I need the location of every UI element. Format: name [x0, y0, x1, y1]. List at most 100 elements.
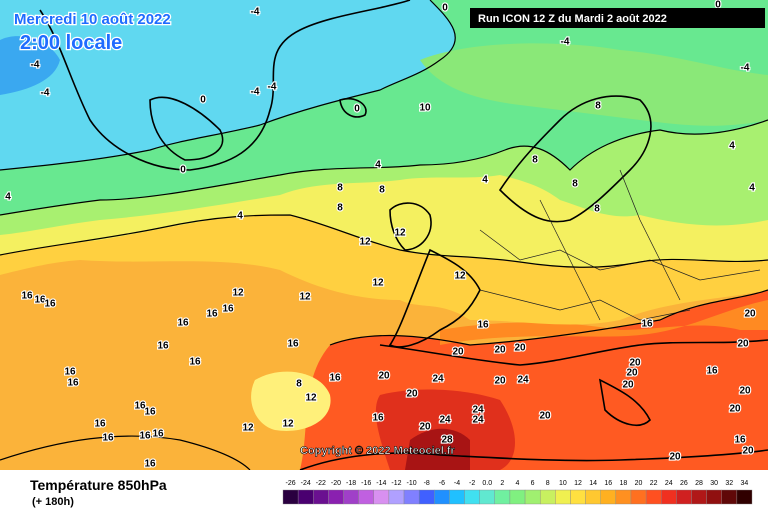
- contour-label: 16: [34, 295, 46, 306]
- contour-label: 24: [472, 405, 484, 416]
- color-swatch: [313, 489, 329, 505]
- contour-label: 24: [439, 415, 451, 426]
- contour-label: 20: [406, 389, 418, 400]
- contour-label: 16: [477, 320, 489, 331]
- contour-label: 12: [282, 419, 294, 430]
- contour-label: -4: [561, 37, 570, 48]
- forecast-range: (+ 180h): [32, 496, 74, 508]
- coastlines: [39, 0, 768, 471]
- contour-label: 20: [452, 347, 464, 358]
- scale-label: 14: [589, 480, 597, 487]
- color-swatch: [630, 489, 647, 505]
- color-swatch: [509, 489, 526, 505]
- scale-label: -18: [346, 480, 356, 487]
- scale-label: -20: [331, 480, 341, 487]
- scale-label: 28: [695, 480, 703, 487]
- contour-label: 4: [237, 211, 243, 222]
- scale-label: 22: [650, 480, 658, 487]
- scale-label: -12: [391, 480, 401, 487]
- field-title: Température 850hPa: [30, 477, 167, 493]
- contour-label: 8: [572, 179, 578, 190]
- temperature-field: [0, 0, 768, 470]
- color-scale: -26 -24 -22 -20 -18 -16 -14 -12 -10 -8 -6 -4 -2 0.0 2 4…: [282, 480, 753, 505]
- contour-label: 12: [394, 228, 406, 239]
- contour-label: 20: [737, 339, 749, 350]
- scale-label: -2: [469, 480, 475, 487]
- scale-label: -6: [439, 480, 445, 487]
- borders: [479, 169, 761, 321]
- contour-label: -4: [251, 87, 260, 98]
- color-swatch: [418, 489, 435, 505]
- contour-label: 20: [729, 404, 741, 415]
- color-swatch: [555, 489, 571, 505]
- contour-label: 16: [329, 373, 341, 384]
- color-swatch: [570, 489, 586, 505]
- map-time: 2:00 locale: [20, 32, 122, 54]
- contour-label: 20: [419, 422, 431, 433]
- color-swatch: [494, 489, 511, 505]
- contour-label: 16: [139, 431, 151, 442]
- contour-label: -4: [251, 7, 260, 18]
- scale-label: 12: [574, 480, 582, 487]
- contour-label: 16: [177, 318, 189, 329]
- color-swatch: [600, 489, 617, 505]
- contour-label: 16: [134, 401, 146, 412]
- contour-label: 4: [375, 160, 381, 171]
- contour-label: -4: [741, 63, 750, 74]
- contour-label: 8: [532, 155, 538, 166]
- contour-label: 16: [44, 299, 56, 310]
- contour-label: 12: [359, 237, 371, 248]
- color-swatch: [328, 489, 344, 505]
- scale-label: 10: [559, 480, 567, 487]
- copyright: Copyright © 2022 Meteociel.fr: [300, 445, 456, 457]
- scale-label: -8: [424, 480, 430, 487]
- contour-label: 8: [595, 101, 601, 112]
- color-swatch: [343, 489, 359, 505]
- contour-label: 16: [222, 304, 234, 315]
- contour-label: 16: [94, 419, 106, 430]
- contour-label: 10: [419, 103, 431, 114]
- color-swatch: [403, 489, 420, 505]
- contour-label: 0: [200, 95, 206, 106]
- contour-label: 8: [337, 203, 343, 214]
- scale-label: 34: [741, 480, 749, 487]
- scale-label: -14: [376, 480, 386, 487]
- contour-label: -4: [268, 82, 277, 93]
- contour-label: 20: [744, 309, 756, 320]
- contour-label: 8: [594, 204, 600, 215]
- contour-label: 16: [706, 366, 718, 377]
- color-swatch: [524, 489, 541, 505]
- contour-label: 16: [189, 357, 201, 368]
- contour-label: 28: [441, 435, 453, 446]
- color-swatch: [691, 489, 707, 505]
- contour-label: 16: [734, 435, 746, 446]
- contour-label: 12: [372, 278, 384, 289]
- contour-label: 20: [514, 343, 526, 354]
- contour-label: 20: [378, 371, 390, 382]
- color-swatch: [645, 489, 662, 505]
- color-swatch: [282, 489, 299, 505]
- contour-label: 16: [152, 429, 164, 440]
- contour-label: 20: [739, 386, 751, 397]
- color-swatch: [615, 489, 632, 505]
- contour-label: 16: [67, 378, 79, 389]
- scale-label: -22: [316, 480, 326, 487]
- scale-label: 24: [665, 480, 673, 487]
- contour-label: 8: [337, 183, 343, 194]
- scale-label: -16: [361, 480, 371, 487]
- color-swatch: [464, 489, 480, 505]
- run-info: Run ICON 12 Z du Mardi 2 août 2022: [478, 13, 667, 25]
- color-swatch: [373, 489, 390, 505]
- scale-label: 16: [604, 480, 612, 487]
- contour-label: 20: [539, 411, 551, 422]
- color-swatch: [706, 489, 722, 505]
- contour-label: 0: [180, 165, 186, 176]
- contour-label: 16: [157, 341, 169, 352]
- contour-label: 8: [296, 379, 302, 390]
- contour-label: 4: [729, 141, 735, 152]
- run-info-box: [470, 8, 765, 28]
- contour-label: 24: [432, 374, 444, 385]
- contour-label: 4: [749, 183, 755, 194]
